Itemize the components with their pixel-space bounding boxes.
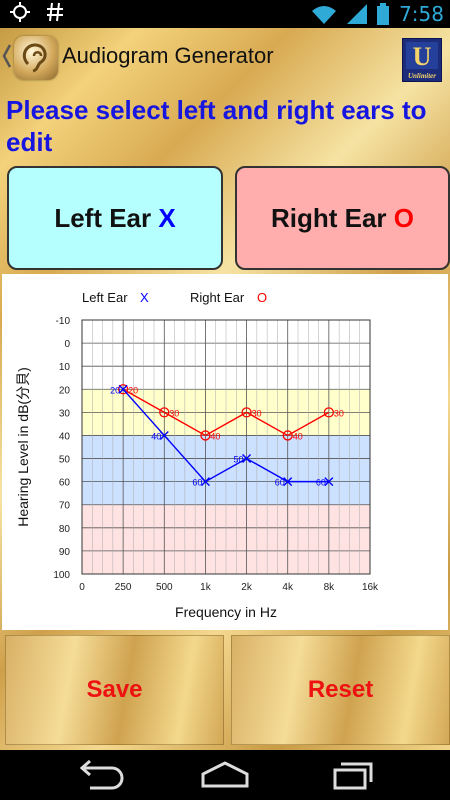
instruction-text: Please select left and right ears to edi… [6, 95, 427, 157]
x-tick-label: 8k [324, 582, 336, 593]
navigation-bar [0, 750, 450, 800]
x-tick-label: 1k [200, 582, 212, 593]
left-point-marker [283, 477, 293, 487]
left-point-marker [200, 477, 210, 487]
right-point-marker [241, 407, 252, 418]
back-icon[interactable] [70, 758, 130, 792]
right-data-label: 20 [128, 385, 138, 395]
series-line-left [122, 388, 329, 483]
save-button[interactable]: Save [5, 635, 224, 745]
x-tick-label: 4k [282, 582, 294, 593]
clock: 7:58 [399, 2, 444, 26]
right-ear-label: Right Ear [270, 202, 394, 233]
y-tick-label: 40 [59, 431, 71, 442]
legend-label: Left Ear [82, 290, 128, 305]
right-data-label: 40 [293, 431, 303, 441]
y-tick-label: 30 [59, 408, 71, 419]
left-point-marker [324, 477, 334, 487]
audiogram-chart-panel[interactable]: -10 0 10 20 30 40 50 60 70 80 90 100 0 250 500 1k 2k 4k 8k… [2, 274, 448, 630]
hash-icon [47, 2, 63, 22]
left-data-label: 60 [275, 478, 285, 488]
left-ear-symbol: X [158, 202, 176, 233]
unlimiter-logo[interactable]: U Unlimiter [402, 38, 442, 82]
left-ear-label: Left Ear [54, 202, 159, 233]
y-tick-label: 100 [53, 570, 70, 581]
x-tick-label: 500 [156, 582, 173, 593]
audiogram-chart[interactable]: -10 0 10 20 30 40 50 60 70 80 90 100 0 250 500 1k 2k 4k 8k… [2, 274, 448, 630]
target-icon [10, 2, 30, 22]
app-screen: Audiogram Generator U Unlimiter Please s… [0, 28, 450, 750]
recent-apps-icon[interactable] [325, 758, 385, 792]
svg-text:Unlimiter: Unlimiter [408, 72, 436, 80]
y-tick-label: 90 [59, 547, 71, 558]
battery-icon [377, 3, 390, 25]
right-data-label: 30 [252, 408, 262, 418]
y-tick-label: 80 [59, 524, 71, 535]
right-point-marker [282, 430, 293, 441]
home-icon[interactable] [195, 758, 255, 792]
wifi-icon [312, 6, 337, 24]
left-point-marker [159, 430, 169, 440]
back-chevron-icon[interactable] [2, 43, 12, 69]
right-data-label: 30 [334, 408, 344, 418]
legend-label: Right Ear [190, 290, 245, 305]
y-tick-label: 20 [59, 385, 71, 396]
left-data-label: 60 [316, 478, 326, 488]
right-ear-button[interactable]: Right Ear O [235, 166, 450, 270]
left-ear-button[interactable]: Left Ear X [7, 166, 223, 270]
y-tick-label: 70 [59, 501, 71, 512]
reset-button[interactable]: Reset [231, 635, 450, 745]
left-point-marker [118, 384, 128, 394]
right-data-label: 30 [169, 408, 179, 418]
plot-frame [81, 319, 371, 575]
legend-symbol: O [257, 290, 267, 305]
status-bar: 7:58 [0, 0, 450, 28]
y-tick-label: 0 [64, 339, 70, 350]
ear-icon [22, 43, 47, 73]
x-tick-label: 16k [362, 582, 379, 593]
right-ear-symbol: O [393, 202, 415, 233]
left-data-label: 60 [192, 478, 202, 488]
y-tick-label: 60 [59, 478, 71, 489]
right-point-marker [200, 430, 211, 441]
y-tick-label: 10 [59, 362, 71, 373]
left-point-marker [242, 454, 252, 464]
legend-symbol: X [140, 290, 149, 305]
left-data-label: 50 [234, 455, 244, 465]
action-bar: Audiogram Generator U Unlimiter [0, 28, 450, 90]
app-icon[interactable] [14, 36, 58, 80]
x-tick-label: 250 [115, 582, 132, 593]
left-data-label: 40 [151, 431, 161, 441]
svg-text:U: U [413, 42, 432, 71]
series-line-right [122, 388, 330, 437]
right-point-marker [117, 384, 129, 395]
x-tick-label: 2k [241, 582, 253, 593]
right-point-marker [323, 407, 335, 418]
x-tick-label: 0 [79, 582, 85, 593]
y-tick-label: -10 [56, 316, 71, 327]
y-axis-label: Hearing Level in dB(分貝) [15, 367, 31, 527]
app-title: Audiogram Generator [62, 43, 274, 68]
y-tick-label: 50 [59, 455, 71, 466]
right-data-label: 40 [210, 431, 220, 441]
signal-icon [347, 4, 368, 24]
x-axis-label: Frequency in Hz [175, 604, 277, 620]
left-data-label: 20 [110, 385, 120, 395]
right-point-marker [159, 407, 170, 418]
